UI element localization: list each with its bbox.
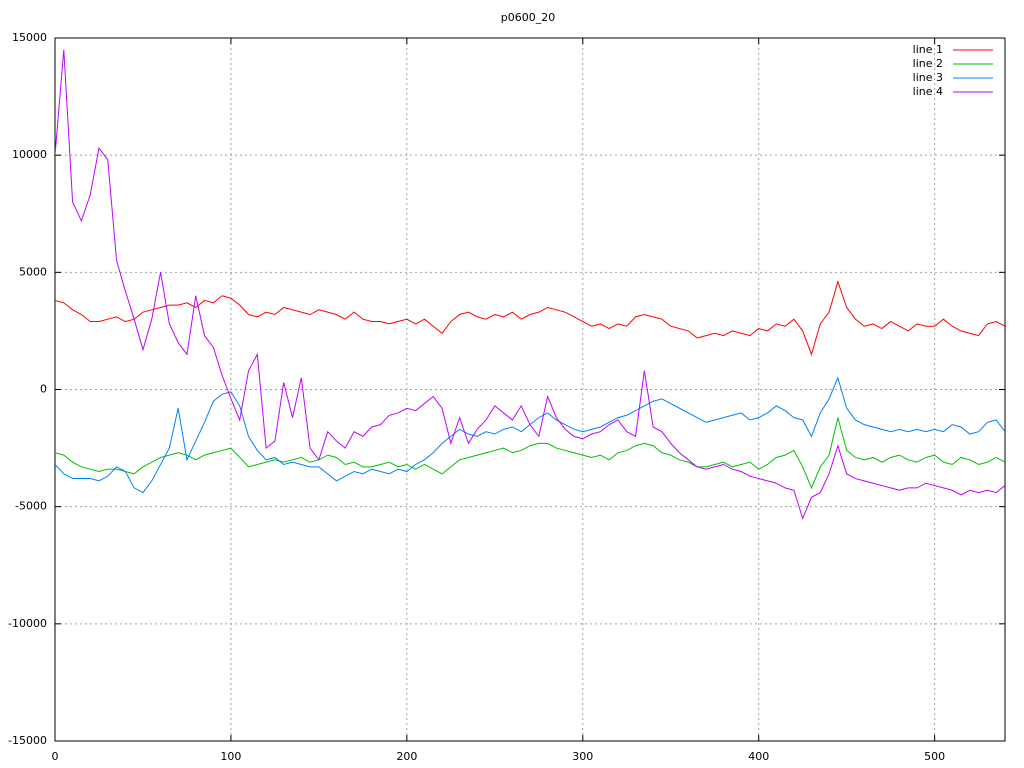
y-tick-label: -15000 [8, 734, 47, 747]
y-tick-label: -5000 [15, 500, 47, 513]
series-line [55, 417, 1005, 490]
y-tick-label: -10000 [8, 617, 47, 630]
x-tick-label: 300 [572, 750, 593, 763]
x-tick-label: 400 [748, 750, 769, 763]
legend-label: line 3 [913, 71, 943, 84]
y-tick-label: 15000 [12, 31, 47, 44]
chart-title: p0600_20 [501, 11, 555, 24]
series-line [55, 280, 1005, 356]
x-tick-label: 100 [220, 750, 241, 763]
plot-area [55, 49, 1005, 520]
legend-label: line 2 [913, 57, 943, 70]
series-line [55, 376, 1005, 494]
series-line [55, 49, 1005, 520]
y-tick-label: 0 [40, 383, 47, 396]
x-tick-label: 0 [52, 750, 59, 763]
y-tick-label: 10000 [12, 148, 47, 161]
x-tick-label: 500 [924, 750, 945, 763]
y-tick-label: 5000 [19, 265, 47, 278]
x-tick-label: 200 [396, 750, 417, 763]
legend-label: line 4 [913, 85, 943, 98]
legend-label: line 1 [913, 43, 943, 56]
plot-frame [54, 37, 1006, 742]
